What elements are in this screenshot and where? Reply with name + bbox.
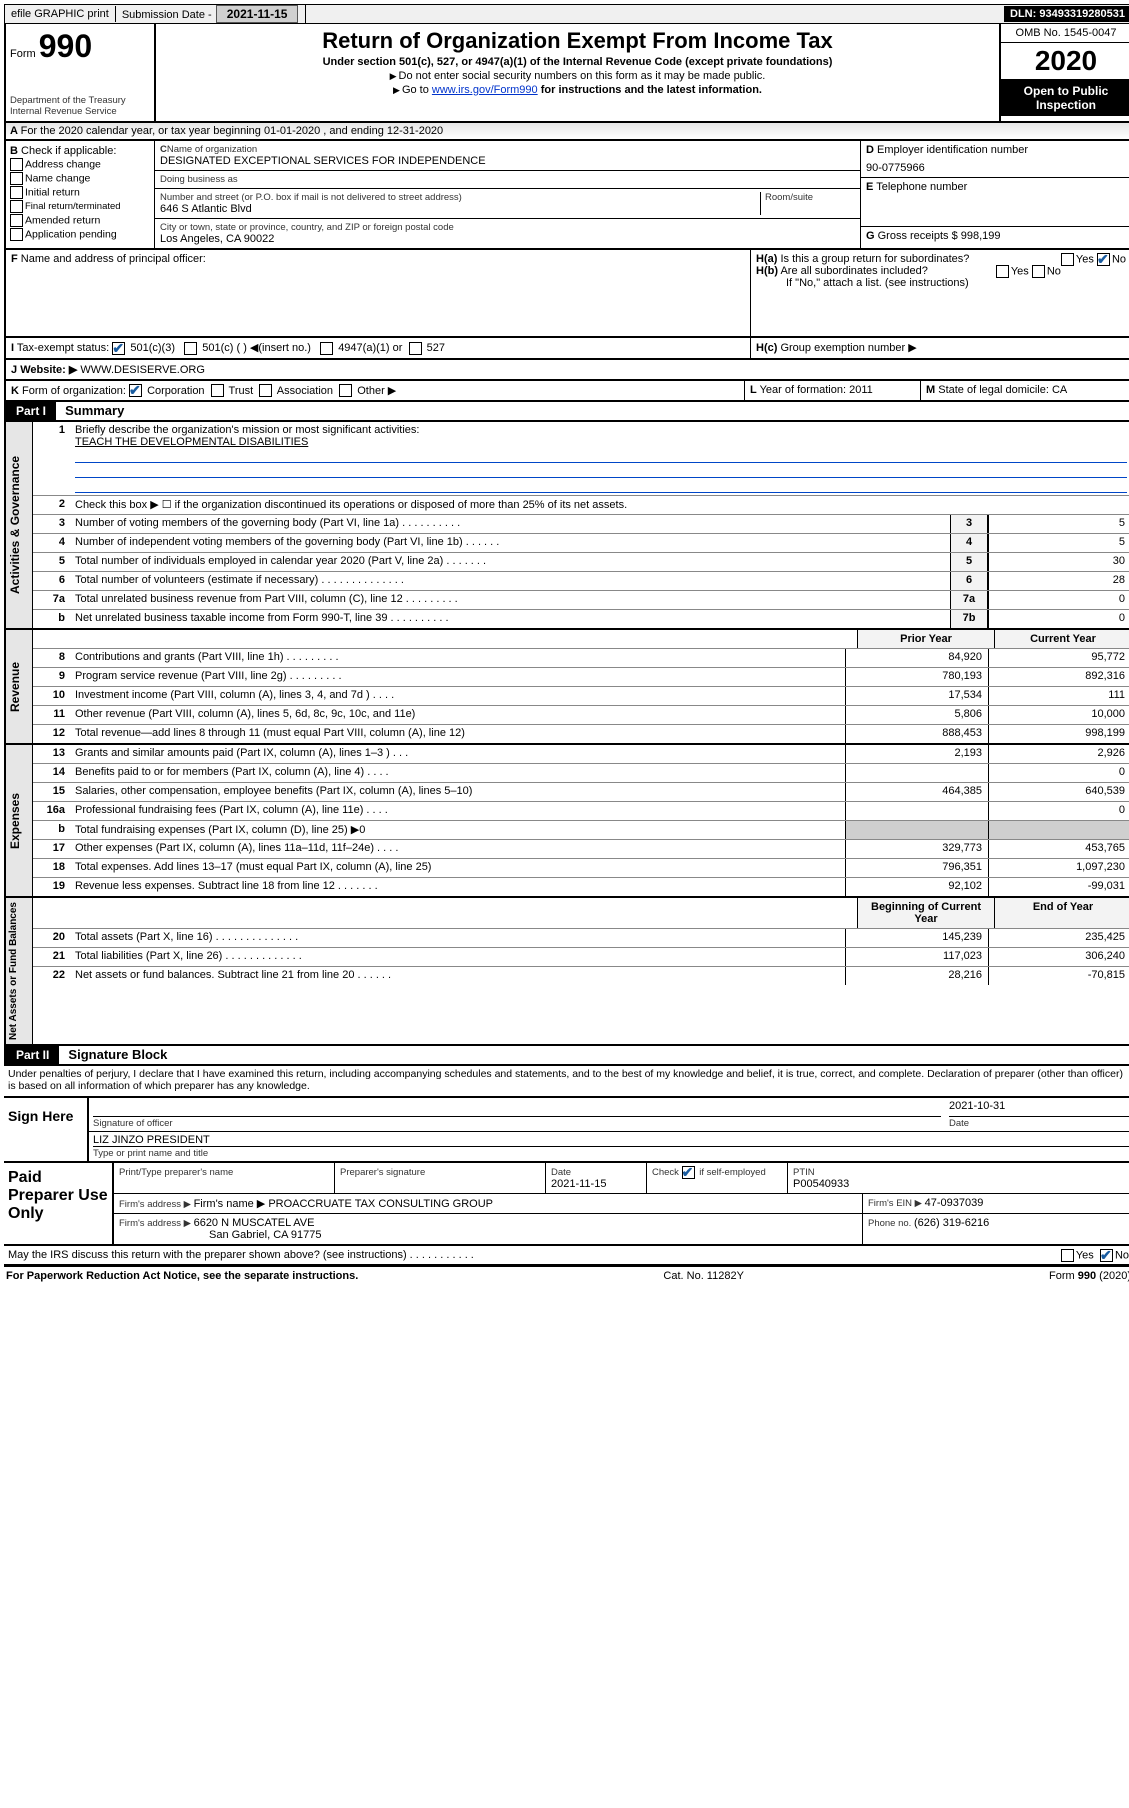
net-assets-section: Net Assets or Fund Balances Beginning of… <box>4 898 1129 1046</box>
header-right: OMB No. 1545-0047 2020 Open to Public In… <box>999 24 1129 121</box>
section-b: B Check if applicable: Address change Na… <box>6 141 155 248</box>
footer: For Paperwork Reduction Act Notice, see … <box>4 1266 1129 1285</box>
check-amended-return[interactable]: Amended return <box>10 214 150 227</box>
tax-year: 2020 <box>1001 42 1129 80</box>
inspection-badge: Open to Public Inspection <box>1001 80 1129 116</box>
website: WWW.DESISERVE.ORG <box>80 364 204 376</box>
part-ii-header: Part II Signature Block <box>4 1046 1129 1066</box>
form-title: Return of Organization Exempt From Incom… <box>160 28 995 54</box>
paid-preparer-block: Paid Preparer Use Only Print/Type prepar… <box>4 1161 1129 1246</box>
perjury-text: Under penalties of perjury, I declare th… <box>4 1066 1129 1094</box>
top-bar: efile GRAPHIC print Submission Date - 20… <box>4 4 1129 24</box>
efile-label: efile GRAPHIC print <box>5 6 116 22</box>
header-left: Form 990 Department of the Treasury Inte… <box>6 24 156 121</box>
section-c: CName of organization DESIGNATED EXCEPTI… <box>155 141 860 248</box>
governance-section: Activities & Governance 1 Briefly descri… <box>4 422 1129 630</box>
discuss-row: May the IRS discuss this return with the… <box>4 1246 1129 1266</box>
section-j: J Website: ▶ WWW.DESISERVE.ORG <box>4 360 1129 381</box>
section-a: A For the 2020 calendar year, or tax yea… <box>4 123 1129 141</box>
section-klm: K Form of organization: Corporation Trus… <box>4 381 1129 403</box>
expenses-section: Expenses 13Grants and similar amounts pa… <box>4 745 1129 898</box>
street-address: 646 S Atlantic Blvd <box>160 203 756 215</box>
gross-receipts: 998,199 <box>961 230 1001 242</box>
instructions-link[interactable]: www.irs.gov/Form990 <box>432 84 538 96</box>
revenue-section: Revenue Prior YearCurrent Year 8Contribu… <box>4 630 1129 745</box>
section-bcdeg: B Check if applicable: Address change Na… <box>4 141 1129 250</box>
section-i: I Tax-exempt status: 501(c)(3) 501(c) ( … <box>4 338 1129 360</box>
check-application-pending[interactable]: Application pending <box>10 228 150 241</box>
form-number: 990 <box>39 28 92 64</box>
check-name-change[interactable]: Name change <box>10 172 150 185</box>
submission-cell: Submission Date - 2021-11-15 <box>116 5 307 23</box>
section-deg: D Employer identification number 90-0775… <box>860 141 1129 248</box>
dln-box: DLN: 93493319280531 <box>1004 6 1129 22</box>
check-initial-return[interactable]: Initial return <box>10 186 150 199</box>
ein: 90-0775966 <box>866 162 1126 174</box>
form-header: Form 990 Department of the Treasury Inte… <box>4 24 1129 123</box>
part-i-header: Part I Summary <box>4 402 1129 422</box>
firm-name: PROACCRUATE TAX CONSULTING GROUP <box>268 1198 493 1210</box>
section-f-h: F Name and address of principal officer:… <box>4 250 1129 338</box>
sign-here-block: Sign Here Signature of officer 2021-10-3… <box>4 1096 1129 1161</box>
mission: TEACH THE DEVELOPMENTAL DISABILITIES <box>75 436 1127 448</box>
city-state-zip: Los Angeles, CA 90022 <box>160 233 855 245</box>
section-h: H(a) Is this a group return for subordin… <box>751 250 1129 336</box>
officer-name: LIZ JINZO PRESIDENT <box>93 1134 1129 1147</box>
header-center: Return of Organization Exempt From Incom… <box>156 24 999 121</box>
check-address-change[interactable]: Address change <box>10 158 150 171</box>
submission-date-button[interactable]: 2021-11-15 <box>216 5 299 23</box>
org-name: DESIGNATED EXCEPTIONAL SERVICES FOR INDE… <box>160 155 855 167</box>
check-final-return[interactable]: Final return/terminated <box>10 200 150 213</box>
